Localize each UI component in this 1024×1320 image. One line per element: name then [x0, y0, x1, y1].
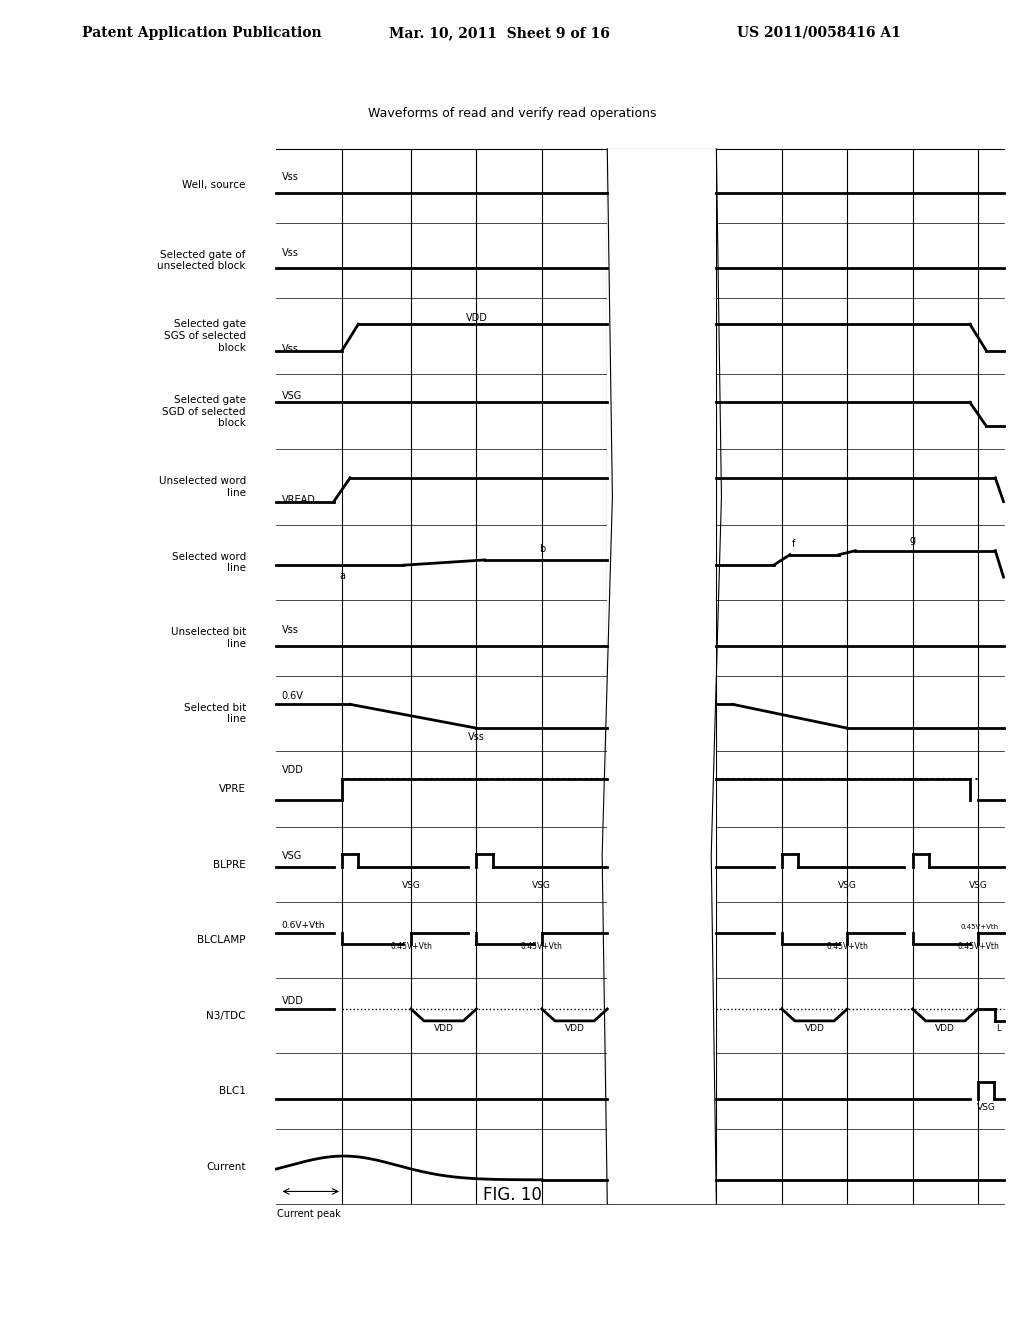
Text: Unselected word
line: Unselected word line	[159, 477, 246, 498]
Text: g: g	[909, 535, 915, 545]
Text: 0.6V+Vth: 0.6V+Vth	[282, 921, 325, 931]
Text: VSG: VSG	[969, 880, 987, 890]
Text: Selected gate
SGS of selected
block: Selected gate SGS of selected block	[164, 319, 246, 352]
Text: Selected gate
SGD of selected
block: Selected gate SGD of selected block	[162, 395, 246, 428]
Text: VSG: VSG	[282, 851, 302, 862]
Text: Vss: Vss	[468, 731, 484, 742]
Text: Vss: Vss	[282, 345, 298, 354]
Text: Vss: Vss	[282, 626, 298, 635]
Text: 0.45V+Vth: 0.45V+Vth	[957, 942, 999, 952]
Text: Patent Application Publication: Patent Application Publication	[82, 26, 322, 40]
Text: L: L	[996, 1024, 1000, 1034]
Text: BLPRE: BLPRE	[213, 859, 246, 870]
Text: VSG: VSG	[401, 880, 421, 890]
Text: f: f	[792, 539, 796, 549]
Text: Selected gate of
unselected block: Selected gate of unselected block	[158, 249, 246, 272]
Text: BLC1: BLC1	[219, 1086, 246, 1096]
Text: VPRE: VPRE	[219, 784, 246, 795]
Text: 0.45V+Vth: 0.45V+Vth	[826, 942, 868, 952]
Text: BLCLAMP: BLCLAMP	[198, 935, 246, 945]
Text: VDD: VDD	[282, 766, 303, 775]
Text: 0.45V+Vth: 0.45V+Vth	[390, 942, 432, 952]
Text: b: b	[539, 544, 545, 554]
Text: Current peak: Current peak	[278, 1209, 341, 1218]
Text: VDD: VDD	[805, 1024, 824, 1034]
Text: 0.6V: 0.6V	[282, 690, 303, 701]
Text: 0.45V+Vth: 0.45V+Vth	[521, 942, 563, 952]
Text: VDD: VDD	[564, 1024, 585, 1034]
Text: VSG: VSG	[838, 880, 857, 890]
Text: Waveforms of read and verify read operations: Waveforms of read and verify read operat…	[368, 107, 656, 120]
Text: VSG: VSG	[977, 1102, 995, 1111]
Text: Selected bit
line: Selected bit line	[183, 702, 246, 725]
Text: VDD: VDD	[466, 313, 487, 323]
Text: FIG. 10: FIG. 10	[482, 1187, 542, 1204]
Text: Vss: Vss	[282, 173, 298, 182]
Text: Vss: Vss	[282, 248, 298, 257]
Text: VREAD: VREAD	[282, 495, 315, 506]
Text: VDD: VDD	[282, 995, 303, 1006]
Text: 0.45V+Vth: 0.45V+Vth	[961, 924, 998, 931]
Text: Selected word
line: Selected word line	[171, 552, 246, 573]
Text: a: a	[339, 572, 345, 581]
Text: VSG: VSG	[532, 880, 551, 890]
Text: VDD: VDD	[935, 1024, 955, 1034]
Text: US 2011/0058416 A1: US 2011/0058416 A1	[737, 26, 901, 40]
Text: Mar. 10, 2011  Sheet 9 of 16: Mar. 10, 2011 Sheet 9 of 16	[389, 26, 610, 40]
Text: Current: Current	[206, 1162, 246, 1172]
Text: VSG: VSG	[282, 391, 302, 401]
Text: Well, source: Well, source	[182, 180, 246, 190]
Bar	[607, 149, 717, 1203]
Text: Unselected bit
line: Unselected bit line	[171, 627, 246, 649]
Text: VDD: VDD	[434, 1024, 454, 1034]
Text: N3/TDC: N3/TDC	[206, 1011, 246, 1020]
